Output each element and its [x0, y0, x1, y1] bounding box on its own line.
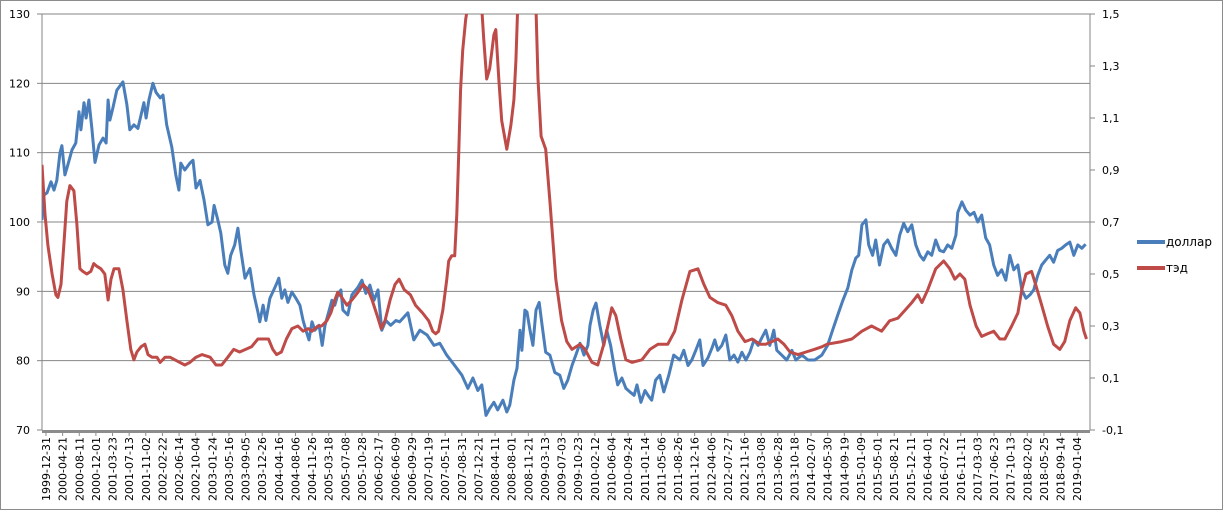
- x-tick-label: 2013-06-28: [772, 437, 785, 501]
- legend-swatch-ted: [1137, 266, 1165, 270]
- x-tick-label: 2010-06-04: [605, 437, 618, 501]
- x-tick-label: 2016-11-11: [955, 437, 968, 501]
- legend-label-ted: тэд: [1166, 261, 1188, 275]
- x-tick-label: 2002-10-04: [190, 437, 203, 501]
- x-tick-label: 2011-08-26: [672, 437, 685, 501]
- x-tick-label: 2015-12-11: [905, 437, 918, 501]
- x-tick-label: 2018-09-14: [1055, 437, 1068, 501]
- x-tick-label: 2010-09-24: [622, 437, 635, 501]
- x-tick-label: 2008-04-11: [489, 437, 502, 501]
- x-tick-label: 2003-12-26: [256, 437, 269, 501]
- x-tick-label: 2012-04-06: [705, 437, 718, 501]
- x-tick-label: 2001-07-13: [123, 437, 136, 501]
- x-tick-label: 2019-01-04: [1071, 437, 1084, 501]
- y-left-tick-label: 100: [9, 216, 30, 229]
- x-tick-label: 2014-09-19: [838, 437, 851, 501]
- y-right-tick-label: 1,5: [1102, 8, 1120, 21]
- x-tick-label: 2004-11-26: [306, 437, 319, 501]
- x-tick-label: 2007-01-19: [423, 437, 436, 501]
- x-tick-label: 2011-05-06: [655, 437, 668, 501]
- x-tick-label: 2015-01-09: [855, 437, 868, 501]
- y-right-tick-label: 0,5: [1102, 268, 1120, 281]
- x-tick-label: 2014-02-07: [805, 437, 818, 501]
- x-tick-label: 2018-02-02: [1021, 437, 1034, 501]
- legend-item-ted: тэд: [1137, 261, 1188, 275]
- x-tick-label: 2006-09-29: [406, 437, 419, 501]
- y-left-tick-label: 90: [16, 285, 30, 298]
- legend-label-dollar: доллар: [1166, 235, 1212, 249]
- x-tick-label: 2005-03-18: [323, 437, 336, 501]
- axes: [37, 13, 1095, 436]
- x-tick-label: 2016-07-22: [938, 437, 951, 501]
- x-tick-label: 2004-08-06: [289, 437, 302, 501]
- x-tick-label: 2006-06-09: [389, 437, 402, 501]
- x-axis: [42, 430, 1090, 433]
- x-tick-label: 2003-01-24: [206, 437, 219, 501]
- y-right-tick-label: -0,1: [1102, 424, 1123, 437]
- legend-item-dollar: доллар: [1137, 235, 1212, 249]
- x-tick-label: 2001-11-02: [140, 437, 153, 501]
- x-tick-label: 2002-06-14: [173, 437, 186, 501]
- y-left-tick-label: 70: [16, 424, 30, 437]
- legend-swatch-dollar: [1137, 240, 1165, 244]
- x-tick-label: 2001-03-23: [107, 437, 120, 501]
- x-tick-label: 2007-05-11: [439, 437, 452, 501]
- x-tick-label: 2008-11-21: [522, 437, 535, 501]
- x-tick-label: 2002-02-22: [156, 437, 169, 501]
- x-tick-label: 2000-04-21: [57, 437, 70, 501]
- y-right-tick-label: 0,3: [1102, 320, 1120, 333]
- x-tick-label: 2013-10-18: [788, 437, 801, 501]
- y-right-tick-label: 1,1: [1102, 112, 1120, 125]
- x-tick-label: 2005-10-28: [356, 437, 369, 501]
- y-right-tick-label: 0,1: [1102, 372, 1120, 385]
- x-tick-label: 2009-07-03: [556, 437, 569, 501]
- x-tick-label: 2014-05-30: [822, 437, 835, 501]
- x-tick-label: 2006-02-17: [373, 437, 386, 501]
- tick-labels: 130 120 110 100 90 80 70 1,5 1,3 1,1 0,9 0,7 0,5 0,3 0…: [9, 8, 1123, 501]
- series-line-ted: [42, 14, 1088, 367]
- x-tick-label: 2003-05-16: [223, 437, 236, 501]
- y-left-tick-label: 120: [9, 77, 30, 90]
- y-left-tick-label: 130: [9, 8, 30, 21]
- x-tick-label: 2015-08-21: [888, 437, 901, 501]
- x-tick-label: 2000-08-11: [73, 437, 86, 501]
- x-tick-label: 2007-12-21: [472, 437, 485, 501]
- x-tick-label: 2015-05-01: [872, 437, 885, 501]
- x-tick-label: 1999-12-31: [40, 437, 53, 501]
- x-tick-label: 2003-09-05: [240, 437, 253, 501]
- x-tick-label: 2017-06-23: [988, 437, 1001, 501]
- y-right-tick-label: 0,9: [1102, 164, 1120, 177]
- x-tick-label: 2004-04-16: [273, 437, 286, 501]
- x-tick-label: 2017-10-13: [1005, 437, 1018, 501]
- x-tick-label: 2013-03-08: [755, 437, 768, 501]
- x-tick-label: 2017-03-03: [971, 437, 984, 501]
- x-tick-label: 2007-08-31: [456, 437, 469, 501]
- x-tick-label: 2009-10-23: [572, 437, 585, 501]
- x-tick-label: 2018-05-25: [1038, 437, 1051, 501]
- x-tick-label: 2016-04-01: [921, 437, 934, 501]
- x-tick-label: 2009-03-13: [539, 437, 552, 501]
- y-left-tick-label: 110: [9, 147, 30, 160]
- x-tick-label: 2011-12-16: [689, 437, 702, 501]
- x-tick-label: 2011-01-14: [639, 437, 652, 501]
- x-tick-label: 2008-08-01: [506, 437, 519, 501]
- y-left-tick-label: 80: [16, 355, 30, 368]
- y-right-tick-label: 0,7: [1102, 216, 1120, 229]
- x-tick-label: 2000-12-01: [90, 437, 103, 501]
- series-line-dollar: [42, 80, 1087, 417]
- x-tick-label: 2010-02-12: [589, 437, 602, 501]
- y-right-tick-label: 1,3: [1102, 60, 1120, 73]
- gridlines: [42, 13, 1090, 362]
- x-tick-label: 2005-07-08: [339, 437, 352, 501]
- series-lines: [42, 14, 1088, 417]
- x-tick-label: 2012-07-27: [722, 437, 735, 501]
- x-tick-label: 2012-11-16: [739, 437, 752, 501]
